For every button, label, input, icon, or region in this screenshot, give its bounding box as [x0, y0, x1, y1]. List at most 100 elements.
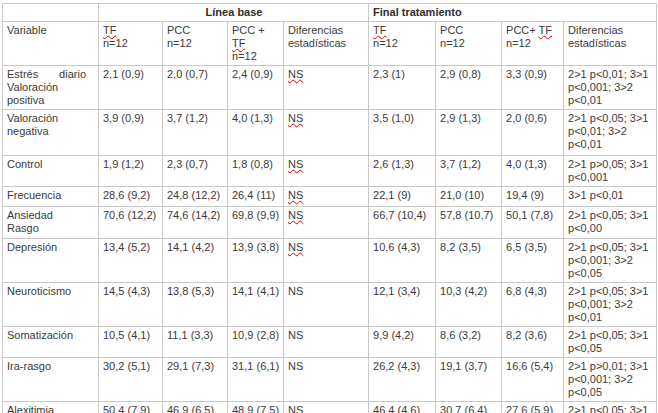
cell-variable: Valoración negativa — [3, 110, 99, 156]
cell-lb-tf: 28,6 (9,2) — [99, 187, 163, 207]
cell-ft-diferencias: 2>1 p<0,05; 3>1 p<0,00 — [564, 207, 657, 239]
table-row: Neuroticismo14,5 (4,3)13,8 (5,3)14,1 (4,… — [3, 283, 657, 327]
cell-ft-diferencias: 2>1 p>0,05; 3>1 p<0,001 — [564, 156, 657, 187]
cell-ft-diferencias: 2>1 p<0,05; 3>1 p<0,001; 3>2 p<0,01 — [564, 283, 657, 327]
cell-lb-tf: 3,9 (0,9) — [99, 110, 163, 156]
cell-lb-diferencias: NS — [284, 402, 369, 413]
cell-variable: Ansiedad Rasgo — [3, 207, 99, 239]
cell-lb-tf: 50,4 (7,9) — [99, 402, 163, 413]
misspelled-text: TF — [539, 24, 552, 36]
column-header-pcc-2: PCCn=12 — [163, 22, 228, 66]
cell-lb-pcc: 13,8 (5,3) — [163, 283, 228, 327]
cell-lb-diferencias: NS — [284, 283, 369, 327]
cell-variable: Depresión — [3, 239, 99, 283]
cell-ft-pcc: 19,1 (3,7) — [436, 358, 502, 402]
cell-ft-pcc: 21,0 (10) — [436, 187, 502, 207]
cell-ft-diferencias: 2>1 p<0,05; 3>1 p<0,01; 3>2 p<0,01 — [564, 110, 657, 156]
cell-lb-pcc_tf: 13,9 (3,8) — [228, 239, 284, 283]
cell-ft-pcc_tf: 4,0 (1,3) — [502, 156, 564, 187]
cell-lb-pcc_tf: 10,9 (2,8) — [228, 327, 284, 358]
group-header-linea-base: Línea base — [99, 4, 369, 22]
cell-ft-tf: 9,9 (4,2) — [369, 327, 436, 358]
misspelled-text: TF — [232, 37, 245, 49]
column-header-diferencias-estadisticas-4: Diferencias estadísticas — [284, 22, 369, 66]
column-header-row: VariableTFn=12PCCn=12PCC + TFn=12Diferen… — [3, 22, 657, 66]
table-row: Frecuencia28,6 (9,2)24,8 (12,2)26,4 (11)… — [3, 187, 657, 207]
cell-variable: Control — [3, 156, 99, 187]
cell-ft-pcc_tf: 6,5 (3,5) — [502, 239, 564, 283]
group-header-empty — [3, 4, 99, 22]
cell-ft-tf: 2,3 (1) — [369, 66, 436, 110]
cell-lb-pcc: 29,1 (7,3) — [163, 358, 228, 402]
cell-lb-tf: 14,5 (4,3) — [99, 283, 163, 327]
misspelled-text: TF — [373, 24, 386, 36]
table-body: Estrés diario Valoración positiva2,1 (0,… — [3, 66, 657, 413]
cell-lb-tf: 10,5 (4,1) — [99, 327, 163, 358]
misspelled-text: NS — [288, 209, 303, 221]
cell-lb-pcc_tf: 14,1 (4,1) — [228, 283, 284, 327]
misspelled-text: NS — [288, 241, 303, 253]
cell-ft-pcc_tf: 27,6 (5,9) — [502, 402, 564, 413]
cell-variable: Ira-rasgo — [3, 358, 99, 402]
cell-lb-diferencias: NS — [284, 110, 369, 156]
table-row: Ira-rasgo30,2 (5,1)29,1 (7,3)31,1 (6,1)N… — [3, 358, 657, 402]
cell-variable: Frecuencia — [3, 187, 99, 207]
cell-lb-pcc: 24,8 (12,2) — [163, 187, 228, 207]
cell-lb-pcc: 46,9 (6,5) — [163, 402, 228, 413]
misspelled-text: NS — [288, 112, 303, 124]
cell-ft-diferencias: 2>1 p<0,05; 3>1 p<0,001; 3>2 p<0,05 — [564, 239, 657, 283]
column-header-variable-0: Variable — [3, 22, 99, 66]
cell-ft-pcc: 8,6 (3,2) — [436, 327, 502, 358]
cell-lb-pcc: 2,3 (0,7) — [163, 156, 228, 187]
table-row: Depresión13,4 (5,2)14,1 (4,2)13,9 (3,8)N… — [3, 239, 657, 283]
group-header-row: Línea baseFinal tratamiento — [3, 4, 657, 22]
cell-ft-pcc: 2,9 (1,3) — [436, 110, 502, 156]
table-row: Control1,9 (1,2)2,3 (0,7)1,8 (0,8)NS2,6 … — [3, 156, 657, 187]
cell-lb-diferencias: NS — [284, 239, 369, 283]
cell-lb-pcc_tf: 1,8 (0,8) — [228, 156, 284, 187]
cell-ft-pcc: 30,7 (6,4) — [436, 402, 502, 413]
cell-ft-pcc_tf: 2,0 (0,6) — [502, 110, 564, 156]
cell-lb-diferencias: NS — [284, 156, 369, 187]
cell-lb-pcc_tf: 31,1 (6,1) — [228, 358, 284, 402]
cell-ft-diferencias: 3>1 p<0,01 — [564, 187, 657, 207]
cell-variable: Alexitimia — [3, 402, 99, 413]
column-subheader: n=12 — [373, 37, 398, 49]
column-header-pcc-tf-3: PCC + TFn=12 — [228, 22, 284, 66]
table-row: Alexitimia50,4 (7,9)46,9 (6,5)48,9 (7,5)… — [3, 402, 657, 413]
cell-lb-tf: 2,1 (0,9) — [99, 66, 163, 110]
cell-ft-tf: 3,5 (1,0) — [369, 110, 436, 156]
cell-variable: Neuroticismo — [3, 283, 99, 327]
column-subheader: n=12 — [506, 37, 531, 49]
column-subheader: n=12 — [232, 50, 257, 62]
cell-lb-tf: 30,2 (5,1) — [99, 358, 163, 402]
cell-ft-pcc_tf: 8,2 (3,6) — [502, 327, 564, 358]
column-subheader: n=12 — [103, 37, 128, 49]
cell-lb-pcc: 11,1 (3,3) — [163, 327, 228, 358]
cell-lb-diferencias: NS — [284, 207, 369, 239]
group-header-final-tratamiento: Final tratamiento — [369, 4, 657, 22]
misspelled-text: TF — [103, 24, 116, 36]
document-background: Línea baseFinal tratamientoVariableTFn=1… — [0, 0, 658, 413]
cell-ft-pcc_tf: 3,3 (0,9) — [502, 66, 564, 110]
cell-ft-diferencias: 2>1 p>0,01; 3>1 p<0,001; 3>2 p<0,05 — [564, 358, 657, 402]
cell-ft-diferencias: 2>1 p<0,05; 3>1 p<0,05 — [564, 327, 657, 358]
column-header-diferencias-estadisticas-8: Diferencias estadísticas — [564, 22, 657, 66]
column-header-pcc-tf-7: PCC+ TFn=12 — [502, 22, 564, 66]
cell-lb-pcc_tf: 2,4 (0,9) — [228, 66, 284, 110]
column-header-tf-5: TFn=12 — [369, 22, 436, 66]
cell-ft-tf: 46,4 (4,6) — [369, 402, 436, 413]
cell-ft-tf: 2,6 (1,3) — [369, 156, 436, 187]
cell-lb-diferencias: NS — [284, 358, 369, 402]
cell-ft-tf: 12,1 (3,4) — [369, 283, 436, 327]
cell-ft-pcc_tf: 50,1 (7,8) — [502, 207, 564, 239]
cell-variable: Estrés diario Valoración positiva — [3, 66, 99, 110]
cell-ft-pcc_tf: 6,8 (4,3) — [502, 283, 564, 327]
cell-lb-pcc_tf: 69,8 (9,9) — [228, 207, 284, 239]
misspelled-text: NS — [288, 68, 303, 80]
cell-ft-pcc_tf: 16,6 (5,4) — [502, 358, 564, 402]
column-subheader: n=12 — [167, 37, 192, 49]
cell-lb-pcc_tf: 48,9 (7,5) — [228, 402, 284, 413]
cell-ft-tf: 66,7 (10,4) — [369, 207, 436, 239]
table-row: Valoración negativa3,9 (0,9)3,7 (1,2)4,0… — [3, 110, 657, 156]
